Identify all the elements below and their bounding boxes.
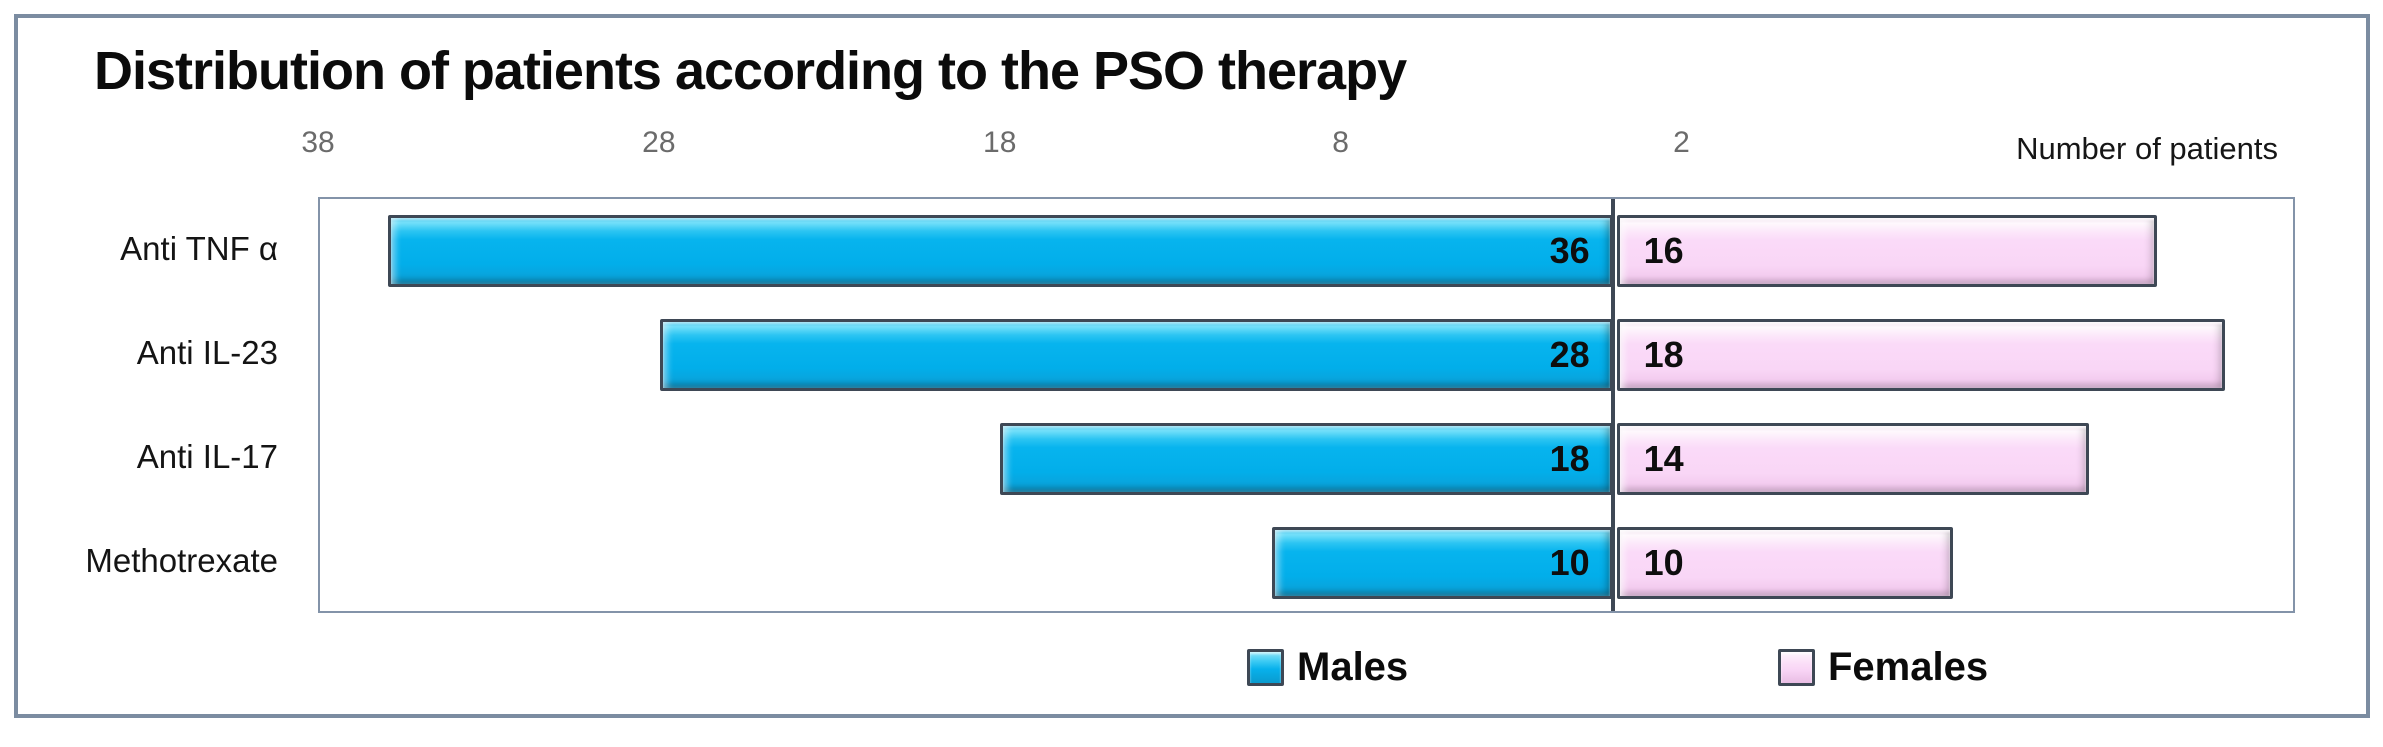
male-bar: 28	[660, 319, 1613, 391]
chart-title: Distribution of patients according to th…	[94, 41, 1407, 101]
legend-item-females: Females	[1778, 645, 1988, 690]
female-value-label: 14	[1643, 438, 1684, 479]
legend-label-males: Males	[1297, 645, 1409, 689]
females-legend-marker-icon	[1778, 649, 1815, 686]
male-value-label: 36	[1549, 230, 1590, 271]
plot-area: 36 16 28 18 18 14 10 10	[318, 197, 2295, 613]
x-axis-tick: 38	[301, 126, 335, 159]
x-axis-tick: 2	[1673, 126, 1690, 159]
female-value-label: 10	[1643, 542, 1684, 583]
x-axis-tick: 8	[1332, 126, 1349, 159]
female-bar: 18	[1616, 319, 2225, 391]
male-bar: 18	[1000, 423, 1613, 495]
category-label: Methotrexate	[85, 542, 278, 579]
female-value-label: 18	[1643, 334, 1684, 375]
male-value-label: 10	[1549, 542, 1590, 583]
category-label: Anti IL-23	[136, 334, 278, 371]
legend-label-females: Females	[1828, 645, 1989, 689]
female-value-label: 16	[1643, 230, 1684, 271]
female-bar: 10	[1616, 527, 1953, 599]
legend-item-males: Males	[1247, 645, 1408, 690]
x-axis: 38 28 18 8 2	[301, 126, 2295, 168]
x-axis-label: Number of patients	[2016, 131, 2278, 166]
male-value-label: 28	[1549, 334, 1590, 375]
male-bar: 10	[1272, 527, 1613, 599]
female-bar: 14	[1616, 423, 2089, 495]
category-label: Anti TNF α	[120, 230, 278, 267]
x-axis-tick: 18	[983, 126, 1017, 159]
female-bar: 16	[1616, 215, 2157, 287]
category-label: Anti IL-17	[136, 438, 278, 475]
males-legend-marker-icon	[1247, 649, 1284, 686]
male-bar: 36	[388, 215, 1613, 287]
x-axis-tick: 28	[642, 126, 676, 159]
center-axis-line	[1610, 199, 1615, 611]
male-value-label: 18	[1549, 438, 1590, 479]
